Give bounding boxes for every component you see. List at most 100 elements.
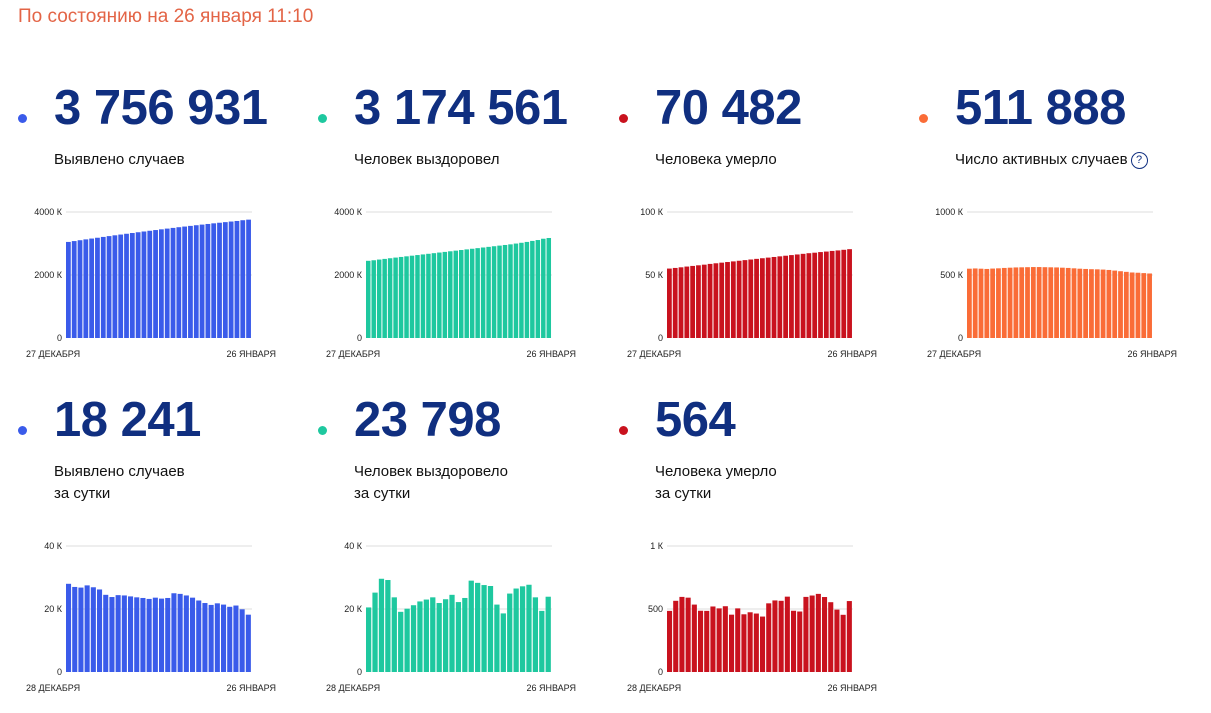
bar — [754, 258, 759, 338]
bar — [84, 585, 90, 673]
stat-card: 18 241 Выявлено случаев за сутки 0 20 К 40 К 2… — [18, 393, 308, 693]
y-tick-label: 100 К — [640, 207, 664, 217]
stat-label-line: Выявлено случаев — [54, 463, 185, 480]
stat-card: 70 482 Человека умерло 0 50 К 100 К 27 ДЕКАБР… — [619, 84, 909, 359]
bar — [208, 604, 214, 672]
bar — [100, 236, 106, 338]
x-end-label: 26 ЯНВАРЯ — [526, 683, 576, 693]
stat-value: 18 241 — [54, 393, 201, 447]
x-start-label: 28 ДЕКАБРЯ — [326, 683, 380, 693]
bar — [725, 262, 730, 338]
bar — [234, 220, 240, 338]
bar — [829, 250, 835, 338]
bar — [183, 595, 189, 672]
bar — [1036, 267, 1042, 338]
x-start-label: 27 ДЕКАБРЯ — [26, 349, 80, 359]
bar — [967, 268, 972, 338]
help-icon[interactable]: ? — [1130, 152, 1148, 169]
bar — [526, 584, 532, 672]
bar — [760, 616, 766, 672]
bar-chart: 0 500 1 К 28 ДЕКАБРЯ 26 ЯНВАРЯ — [627, 541, 877, 693]
bar — [118, 234, 124, 338]
bar — [378, 578, 385, 672]
x-start-label: 27 ДЕКАБРЯ — [927, 349, 981, 359]
y-tick-label: 2000 К — [334, 270, 363, 280]
bar — [475, 582, 481, 672]
bar — [420, 254, 426, 338]
bar — [202, 603, 208, 672]
bar — [846, 601, 852, 672]
bar — [840, 614, 846, 672]
bar — [170, 227, 176, 338]
bar — [519, 586, 526, 672]
bar — [222, 222, 228, 338]
stat-label: Выявлено случаев за сутки — [54, 461, 185, 505]
bar — [366, 260, 371, 338]
y-tick-label: 1000 К — [935, 207, 964, 217]
bar — [423, 599, 429, 672]
bar — [729, 614, 735, 672]
bar — [372, 592, 378, 672]
bar — [453, 250, 459, 338]
bar — [1147, 273, 1152, 338]
bar — [546, 237, 552, 338]
bar — [1019, 267, 1025, 338]
bar — [777, 256, 783, 338]
y-tick-label: 40 К — [44, 541, 63, 551]
bar — [480, 247, 486, 338]
stat-label: Число активных случаев? — [955, 149, 1148, 171]
bar — [196, 600, 202, 672]
bar — [240, 220, 246, 338]
bar — [809, 595, 815, 672]
bar — [462, 597, 468, 672]
bar — [455, 602, 462, 672]
x-start-label: 28 ДЕКАБРЯ — [26, 683, 80, 693]
bar — [152, 597, 158, 672]
x-start-label: 27 ДЕКАБРЯ — [627, 349, 681, 359]
bar — [760, 258, 765, 338]
y-tick-label: 0 — [658, 333, 663, 343]
bar — [109, 597, 115, 672]
bar — [716, 608, 722, 672]
bar — [205, 223, 211, 338]
bar — [494, 604, 500, 672]
bar — [545, 596, 551, 672]
bar — [1025, 267, 1030, 338]
bar — [815, 593, 821, 672]
bar — [990, 268, 996, 338]
bar — [704, 610, 710, 672]
bar — [376, 259, 382, 338]
x-end-label: 26 ЯНВАРЯ — [827, 683, 877, 693]
bar — [442, 251, 448, 338]
stat-value: 564 — [655, 393, 736, 447]
stat-value: 23 798 — [354, 393, 501, 447]
bar — [1030, 267, 1036, 338]
bar — [508, 244, 513, 338]
bar — [673, 600, 679, 672]
bar — [818, 252, 823, 338]
bar — [707, 263, 713, 338]
stat-label-line: за сутки — [655, 485, 712, 502]
bar — [684, 266, 690, 338]
stat-label-line: за сутки — [354, 485, 411, 502]
bar — [430, 597, 436, 672]
bar — [115, 595, 121, 672]
bar — [464, 249, 469, 338]
bar — [177, 593, 183, 672]
bar — [502, 244, 508, 338]
bar — [409, 255, 415, 338]
dot-icon — [619, 114, 628, 123]
bar — [227, 606, 233, 672]
bar — [497, 245, 502, 338]
bar — [835, 250, 841, 338]
bar-chart: 0 2000 К 4000 К 27 ДЕКАБРЯ 26 ЯНВАРЯ — [26, 207, 276, 359]
stat-label-line: Человека умерло — [655, 151, 777, 168]
stat-label: Человека умерло — [655, 149, 777, 171]
bar — [176, 227, 182, 338]
bar — [823, 251, 829, 338]
bar — [822, 597, 828, 672]
bar — [539, 610, 545, 672]
bar — [735, 608, 741, 672]
bar — [153, 230, 158, 338]
bar — [507, 593, 513, 672]
